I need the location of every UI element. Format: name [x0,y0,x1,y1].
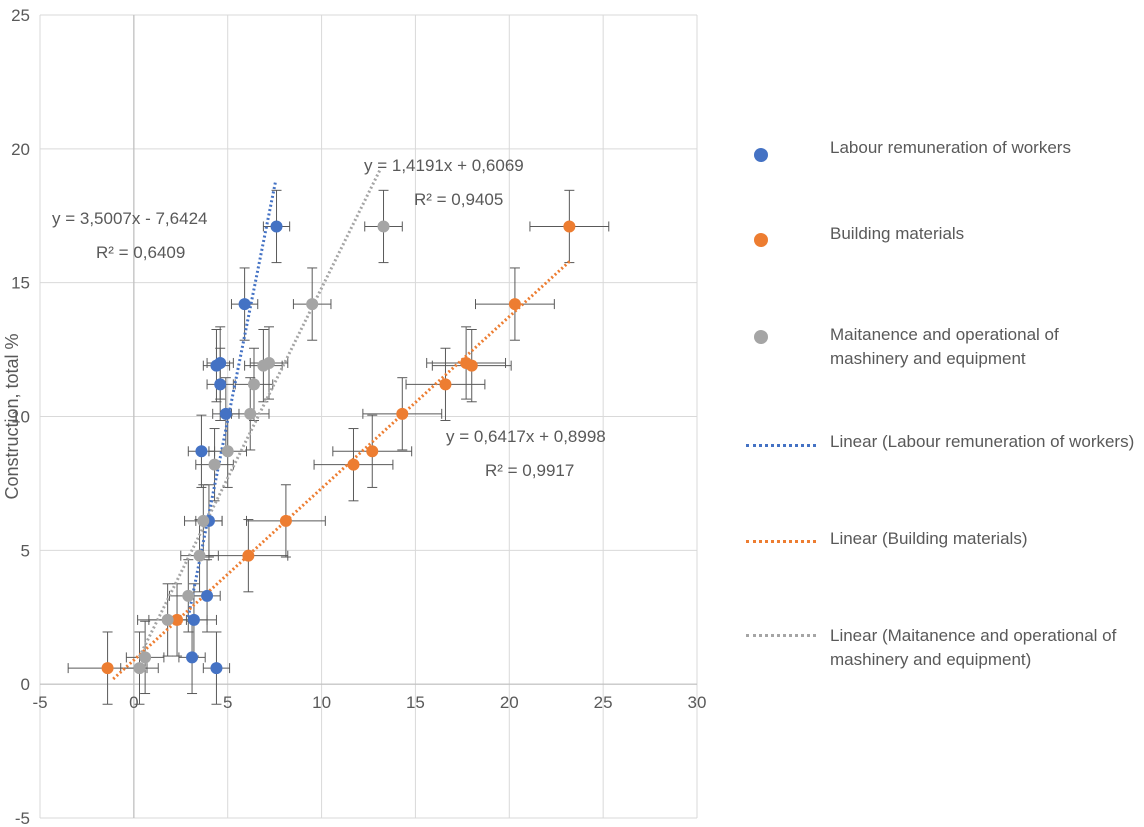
legend-marker-maintenance [754,330,768,344]
y-tick-label: 10 [11,408,30,427]
data-point-maintenance [161,613,174,626]
y-tick-label: -5 [15,809,30,827]
data-point-building [366,445,379,458]
legend-line-building [746,540,816,543]
data-point-building [439,378,452,391]
y-tick-label: 25 [11,6,30,25]
x-tick-label: 10 [312,693,331,712]
data-point-building [279,514,292,527]
data-point-maintenance [247,378,260,391]
data-point-building [396,407,409,420]
legend-line-maintenance [746,634,816,637]
data-point-maintenance [208,458,221,471]
data-point-maintenance [197,514,210,527]
x-tick-label: 20 [500,693,519,712]
data-point-building [508,298,521,311]
x-tick-label: 30 [688,693,707,712]
trendline-r2-1: R² = 0,9917 [485,461,574,480]
data-point-maintenance [306,298,319,311]
data-point-maintenance [133,662,146,675]
legend-label-labour: Labour remuneration of workers [830,138,1071,157]
data-point-labour [186,651,199,664]
error-bar [202,631,231,705]
chart-legend: Labour remuneration of workers Building … [742,0,1142,827]
x-tick-label: 25 [594,693,613,712]
legend-marker-building [754,233,768,247]
y-tick-label: 20 [11,140,30,159]
y-axis-title: Construction, total % [2,333,22,499]
data-point-maintenance [182,589,195,602]
trendline-r2-2: R² = 0,9405 [414,190,503,209]
data-point-labour [201,589,214,602]
trendline-equation-1: y = 0,6417x + 0,8998 [446,427,606,446]
chart-plot-svg: -5 0 5 10 15 20 25 30-50510152025Construction, … [2,6,707,827]
data-point-maintenance [139,651,152,664]
y-tick-label: 0 [21,675,30,694]
data-point-building [347,458,360,471]
trendline-0 [186,180,278,618]
data-point-labour [270,220,283,233]
data-point-maintenance [244,407,257,420]
data-point-labour [238,298,251,311]
data-point-building [465,359,478,372]
legend-label-maintenance-linear: Linear (Maitanence and operational of ma… [830,626,1117,669]
legend-marker-labour [754,148,768,162]
legend-label-building: Building materials [830,224,965,243]
data-point-building [171,613,184,626]
data-point-labour [187,613,200,626]
data-point-maintenance [377,220,390,233]
data-point-labour [214,356,227,369]
trendline-equation-2: y = 1,4191x + 0,6069 [364,156,524,175]
trendline-equation-0: y = 3,5007x - 7,6424 [52,209,207,228]
data-point-labour [219,407,232,420]
data-point-maintenance [263,356,276,369]
x-tick-label: 15 [406,693,425,712]
x-tick-label: 0 [129,693,138,712]
legend-label-building-linear: Linear (Building materials) [830,529,1028,548]
legend-label-maintenance: Maitanence and operational of mashinery … [830,325,1059,368]
data-point-labour [210,662,223,675]
y-tick-label: 15 [11,274,30,293]
y-tick-label: 5 [21,541,30,560]
trendline-2 [138,169,382,658]
x-tick-label: -5 [32,693,47,712]
legend-line-labour [746,444,816,447]
data-point-maintenance [193,549,206,562]
data-point-labour [195,445,208,458]
trendline-r2-0: R² = 0,6409 [96,243,185,262]
data-point-maintenance [221,445,234,458]
data-point-building [242,549,255,562]
data-point-labour [214,378,227,391]
data-point-building [563,220,576,233]
legend-label-labour-linear: Linear (Labour remuneration of workers) [830,432,1135,451]
data-point-building [101,662,114,675]
x-tick-label: 5 [223,693,232,712]
